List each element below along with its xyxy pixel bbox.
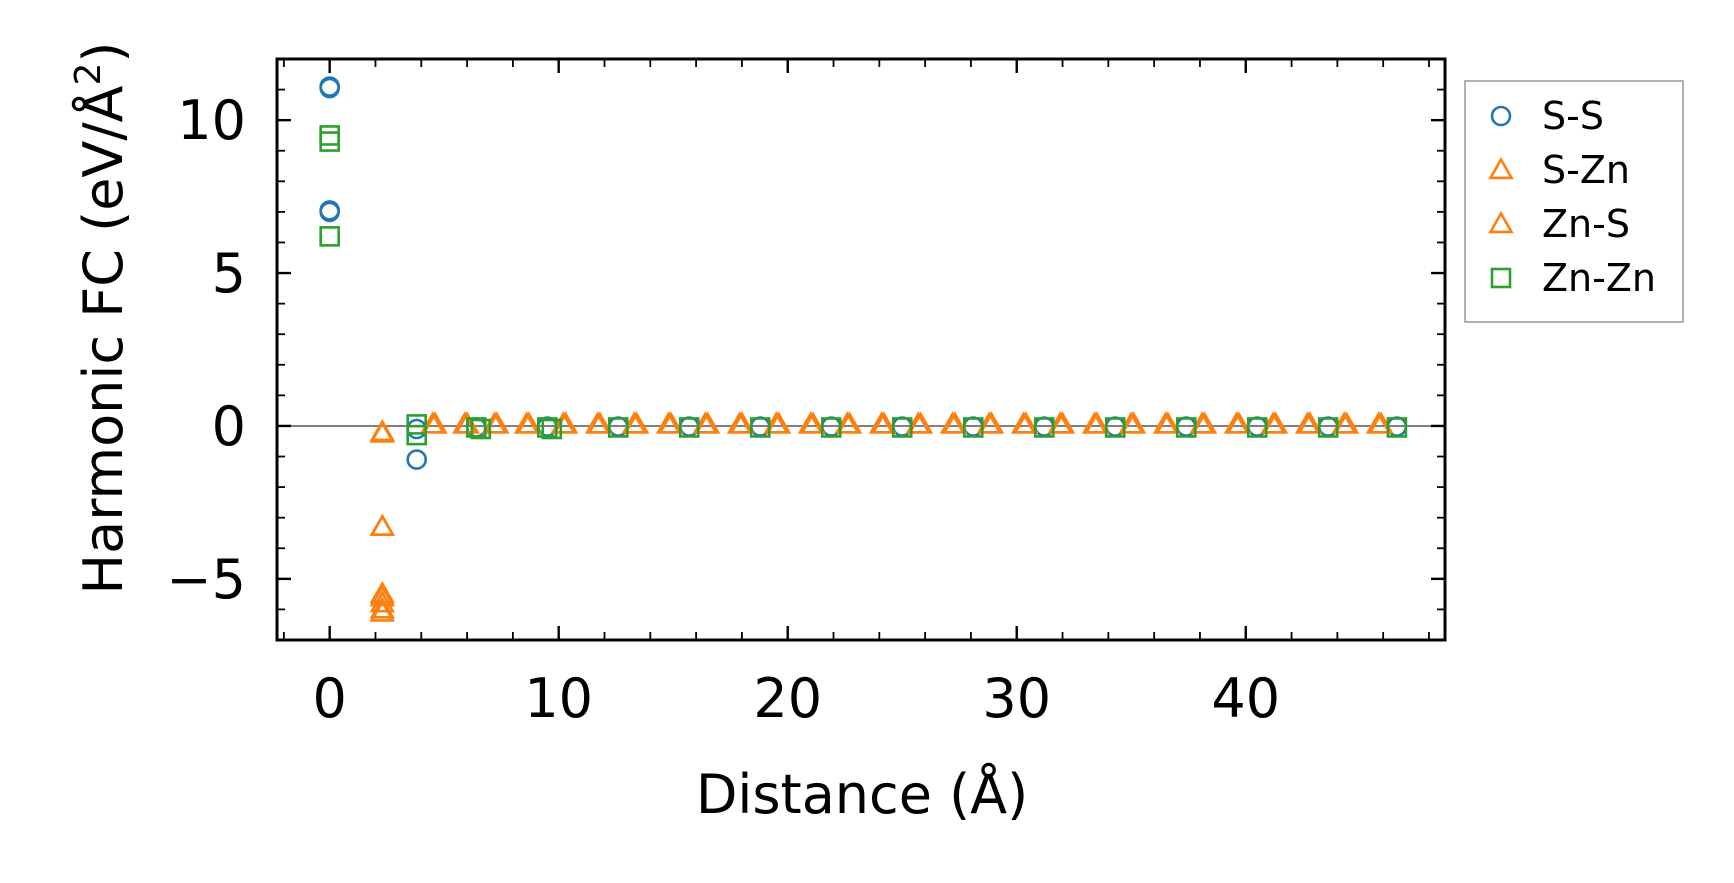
point-zn-s-1 xyxy=(369,513,396,537)
point-zn-s-18 xyxy=(907,411,934,434)
y-tick-label--5: −5 xyxy=(166,548,246,611)
point-s-s-1 xyxy=(319,77,340,99)
y-axis-label-close: ) xyxy=(72,42,135,63)
point-zn-zn-8 xyxy=(541,418,563,440)
point-zn-zn-19 xyxy=(1317,417,1339,438)
legend-label-s-s: S-S xyxy=(1542,94,1604,138)
point-zn-s-0 xyxy=(369,420,396,443)
point-zn-s-2 xyxy=(369,584,396,607)
point-zn-s-15 xyxy=(800,411,826,434)
point-zn-zn-11 xyxy=(749,417,771,438)
point-zn-s-9 xyxy=(587,411,613,434)
point-s-zn-3 xyxy=(369,590,396,613)
point-zn-zn-17 xyxy=(1175,417,1197,438)
point-zn-zn-5 xyxy=(465,417,487,438)
point-zn-s-22 xyxy=(1049,411,1076,434)
legend-marker-s-s xyxy=(1490,105,1512,127)
y-axis-label: Harmonic FC (eV/Å2) xyxy=(68,42,135,595)
point-zn-zn-12 xyxy=(820,417,842,438)
y-tick-label-10: 10 xyxy=(177,89,246,152)
legend-frame xyxy=(1464,80,1684,323)
y-axis-label-main: Harmonic FC (eV/Å xyxy=(71,85,135,594)
point-zn-s-17 xyxy=(871,411,897,434)
point-zn-zn-15 xyxy=(1033,417,1055,438)
point-zn-s-10 xyxy=(623,411,650,434)
legend-label-zn-zn: Zn-Zn xyxy=(1542,256,1656,300)
point-zn-zn-2 xyxy=(319,226,340,247)
point-zn-s-4 xyxy=(422,411,448,434)
legend-marker-zn-zn xyxy=(1490,267,1512,289)
point-zn-s-21 xyxy=(1013,411,1039,434)
point-zn-zn-10 xyxy=(678,417,700,438)
point-zn-s-16 xyxy=(836,411,863,434)
point-zn-s-26 xyxy=(1191,411,1218,434)
legend-marker-s-zn xyxy=(1488,156,1514,180)
point-s-s-3 xyxy=(319,201,340,223)
point-zn-s-19 xyxy=(942,411,968,434)
point-zn-s-29 xyxy=(1297,411,1323,434)
point-zn-s-6 xyxy=(484,411,510,434)
x-tick-labels: 0 10 20 30 40 xyxy=(312,667,1280,730)
point-zn-zn-16 xyxy=(1104,417,1126,438)
data-points-layer xyxy=(319,76,1408,622)
point-zn-zn-4 xyxy=(406,424,428,446)
y-tick-labels: −5 0 5 10 xyxy=(166,89,246,611)
point-zn-zn-13 xyxy=(891,417,913,438)
point-zn-s-11 xyxy=(658,411,684,434)
x-axis-label: Distance (Å) xyxy=(696,762,1028,826)
point-zn-s-25 xyxy=(1155,411,1181,434)
point-s-s-4 xyxy=(406,449,428,470)
y-tick-label-5: 5 xyxy=(212,242,246,305)
x-tick-label-40: 40 xyxy=(1211,667,1280,730)
point-zn-zn-18 xyxy=(1246,417,1268,438)
x-tick-label-30: 30 xyxy=(982,667,1051,730)
x-tick-label-10: 10 xyxy=(524,667,593,730)
legend-label-s-zn: S-Zn xyxy=(1542,148,1630,192)
point-zn-zn-20 xyxy=(1386,417,1408,438)
point-zn-s-24 xyxy=(1120,411,1147,434)
legend-items: S-S S-Zn Zn-S Zn-Zn xyxy=(1488,94,1656,300)
point-s-zn-4 xyxy=(369,596,396,619)
point-zn-zn-6 xyxy=(470,418,492,440)
point-zn-s-7 xyxy=(516,411,542,434)
point-zn-zn-1 xyxy=(319,131,340,152)
point-zn-s-28 xyxy=(1262,411,1289,434)
legend-marker-zn-s xyxy=(1488,210,1514,234)
x-tick-label-0: 0 xyxy=(312,667,346,730)
point-zn-s-12 xyxy=(694,411,721,434)
point-zn-s-30 xyxy=(1333,411,1360,434)
point-zn-s-20 xyxy=(978,411,1005,434)
point-zn-zn-9 xyxy=(607,417,629,438)
point-zn-zn-14 xyxy=(962,417,984,438)
point-zn-s-27 xyxy=(1226,411,1252,434)
point-zn-s-13 xyxy=(729,411,755,434)
axes-layer xyxy=(275,57,1447,642)
point-zn-s-23 xyxy=(1084,411,1110,434)
point-zn-zn-7 xyxy=(536,417,558,438)
series-zn-zn xyxy=(319,125,1408,446)
legend: S-S S-Zn Zn-S Zn-Zn xyxy=(1464,80,1684,323)
point-zn-zn-3 xyxy=(406,414,428,435)
point-zn-s-3 xyxy=(369,599,396,622)
y-tick-label-0: 0 xyxy=(212,395,246,458)
x-tick-label-20: 20 xyxy=(753,667,822,730)
series-zn-s xyxy=(369,411,1394,622)
point-zn-s-14 xyxy=(765,411,792,434)
legend-label-zn-s: Zn-S xyxy=(1542,202,1630,246)
point-zn-s-31 xyxy=(1368,411,1394,434)
plot-frame xyxy=(275,57,1447,642)
y-axis-label-superscript: 2 xyxy=(68,63,109,86)
